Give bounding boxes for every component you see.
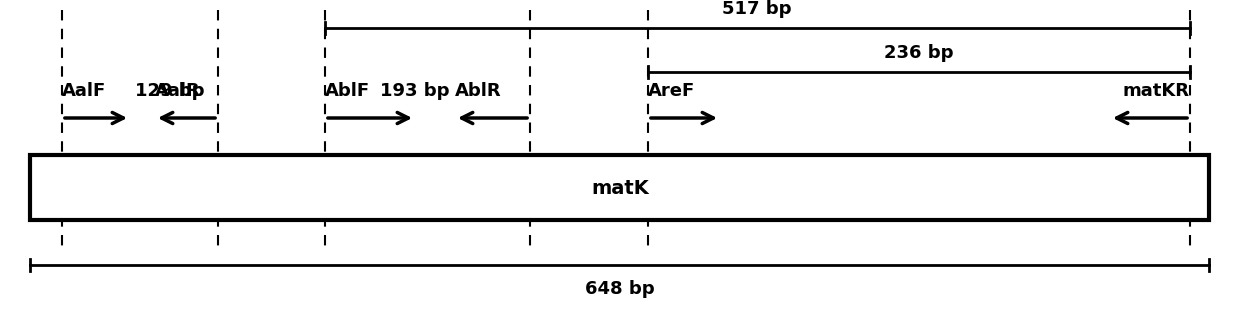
- Text: 236 bp: 236 bp: [885, 44, 954, 62]
- Text: AalF: AalF: [62, 82, 107, 100]
- Text: AalR: AalR: [155, 82, 201, 100]
- Text: AreF: AreF: [648, 82, 695, 100]
- Bar: [30, 155, 1209, 220]
- Text: AblF: AblF: [325, 82, 370, 100]
- Text: 193 bp: 193 bp: [380, 82, 450, 100]
- Text: 648 bp: 648 bp: [585, 280, 655, 298]
- Text: 129 bp: 129 bp: [135, 82, 204, 100]
- Text: 517 bp: 517 bp: [722, 0, 792, 18]
- Text: matKR: matKR: [1123, 82, 1189, 100]
- Text: matK: matK: [591, 178, 649, 197]
- Text: AblR: AblR: [455, 82, 502, 100]
